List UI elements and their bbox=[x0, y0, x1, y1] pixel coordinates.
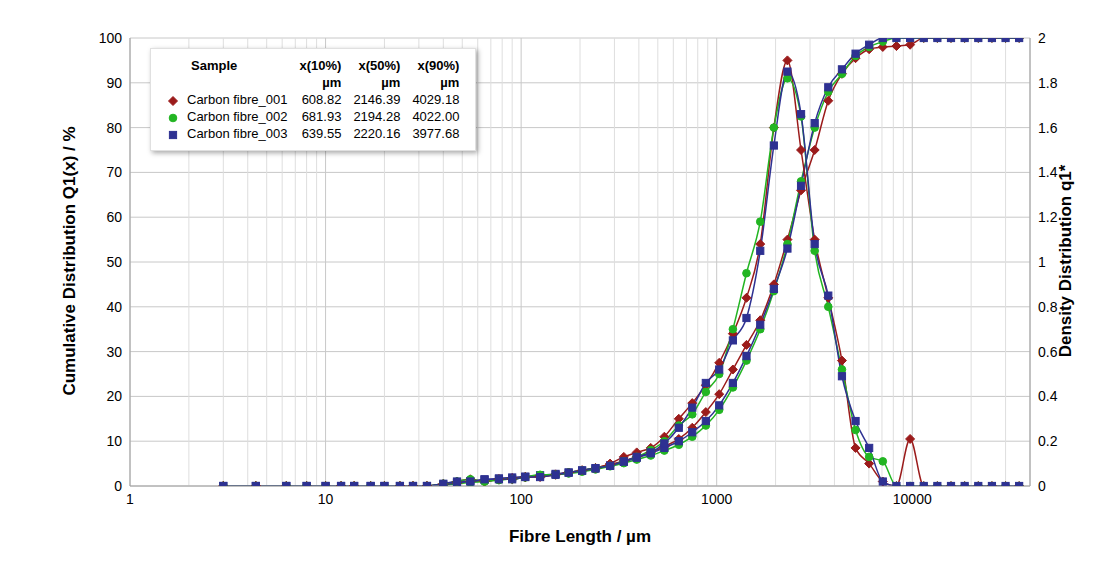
svg-text:1000: 1000 bbox=[701, 491, 732, 507]
svg-text:1: 1 bbox=[126, 491, 134, 507]
html-text:608.82: 608.82 bbox=[301, 92, 342, 107]
svg-text:10: 10 bbox=[318, 491, 334, 507]
html-text:Sample: Sample bbox=[191, 58, 238, 73]
svg-text:2: 2 bbox=[1038, 30, 1046, 46]
svg-text:0.6: 0.6 bbox=[1038, 344, 1058, 360]
svg-text:50: 50 bbox=[106, 254, 122, 270]
html-text:x(50%): x(50%) bbox=[358, 58, 401, 73]
html-text:Carbon fibre_001: Carbon fibre_001 bbox=[187, 92, 288, 107]
svg-text:0.2: 0.2 bbox=[1038, 433, 1058, 449]
svg-text:0: 0 bbox=[114, 478, 122, 494]
html-text:681.93: 681.93 bbox=[301, 109, 342, 124]
html-text:Carbon fibre_003: Carbon fibre_003 bbox=[187, 126, 288, 141]
html-text:2194.28: 2194.28 bbox=[353, 109, 401, 124]
svg-text:10: 10 bbox=[106, 433, 122, 449]
svg-text:0: 0 bbox=[1038, 478, 1046, 494]
html-text:µm: µm bbox=[322, 75, 342, 90]
svg-text:1.2: 1.2 bbox=[1038, 209, 1058, 225]
html-text:µm: µm bbox=[440, 75, 460, 90]
html-text:2220.16: 2220.16 bbox=[353, 126, 401, 141]
html-text:x(90%): x(90%) bbox=[417, 58, 460, 73]
svg-text:70: 70 bbox=[106, 164, 122, 180]
html-text:4022.00: 4022.00 bbox=[412, 109, 460, 124]
svg-text:60: 60 bbox=[106, 209, 122, 225]
svg-text:100: 100 bbox=[509, 491, 533, 507]
html-text:639.55: 639.55 bbox=[301, 126, 342, 141]
html-text:2146.39: 2146.39 bbox=[353, 92, 401, 107]
svg-text:100: 100 bbox=[99, 30, 123, 46]
svg-text:0.4: 0.4 bbox=[1038, 388, 1058, 404]
svg-text:30: 30 bbox=[106, 344, 122, 360]
svg-text:0.8: 0.8 bbox=[1038, 299, 1058, 315]
svg-text:40: 40 bbox=[106, 299, 122, 315]
svg-text:80: 80 bbox=[106, 120, 122, 136]
html-text:Fibre Length / µm: Fibre Length / µm bbox=[509, 527, 651, 546]
svg-text:1.4: 1.4 bbox=[1038, 164, 1058, 180]
svg-text:1.6: 1.6 bbox=[1038, 120, 1058, 136]
html-text:Cumulative Distribution Q1(x): Cumulative Distribution Q1(x) / % bbox=[60, 126, 79, 396]
svg-text:1: 1 bbox=[1038, 254, 1046, 270]
html-text:Carbon fibre_002: Carbon fibre_002 bbox=[187, 109, 288, 124]
svg-text:1.8: 1.8 bbox=[1038, 75, 1058, 91]
html-text:4029.18: 4029.18 bbox=[412, 92, 460, 107]
svg-text:10000: 10000 bbox=[893, 491, 932, 507]
html-text:Density Distribution q1*: Density Distribution q1* bbox=[1056, 164, 1075, 358]
svg-text:20: 20 bbox=[106, 388, 122, 404]
html-text:x(10%): x(10%) bbox=[299, 58, 342, 73]
html-text:3977.68: 3977.68 bbox=[412, 126, 460, 141]
html-text:µm: µm bbox=[381, 75, 401, 90]
svg-text:90: 90 bbox=[106, 75, 122, 91]
